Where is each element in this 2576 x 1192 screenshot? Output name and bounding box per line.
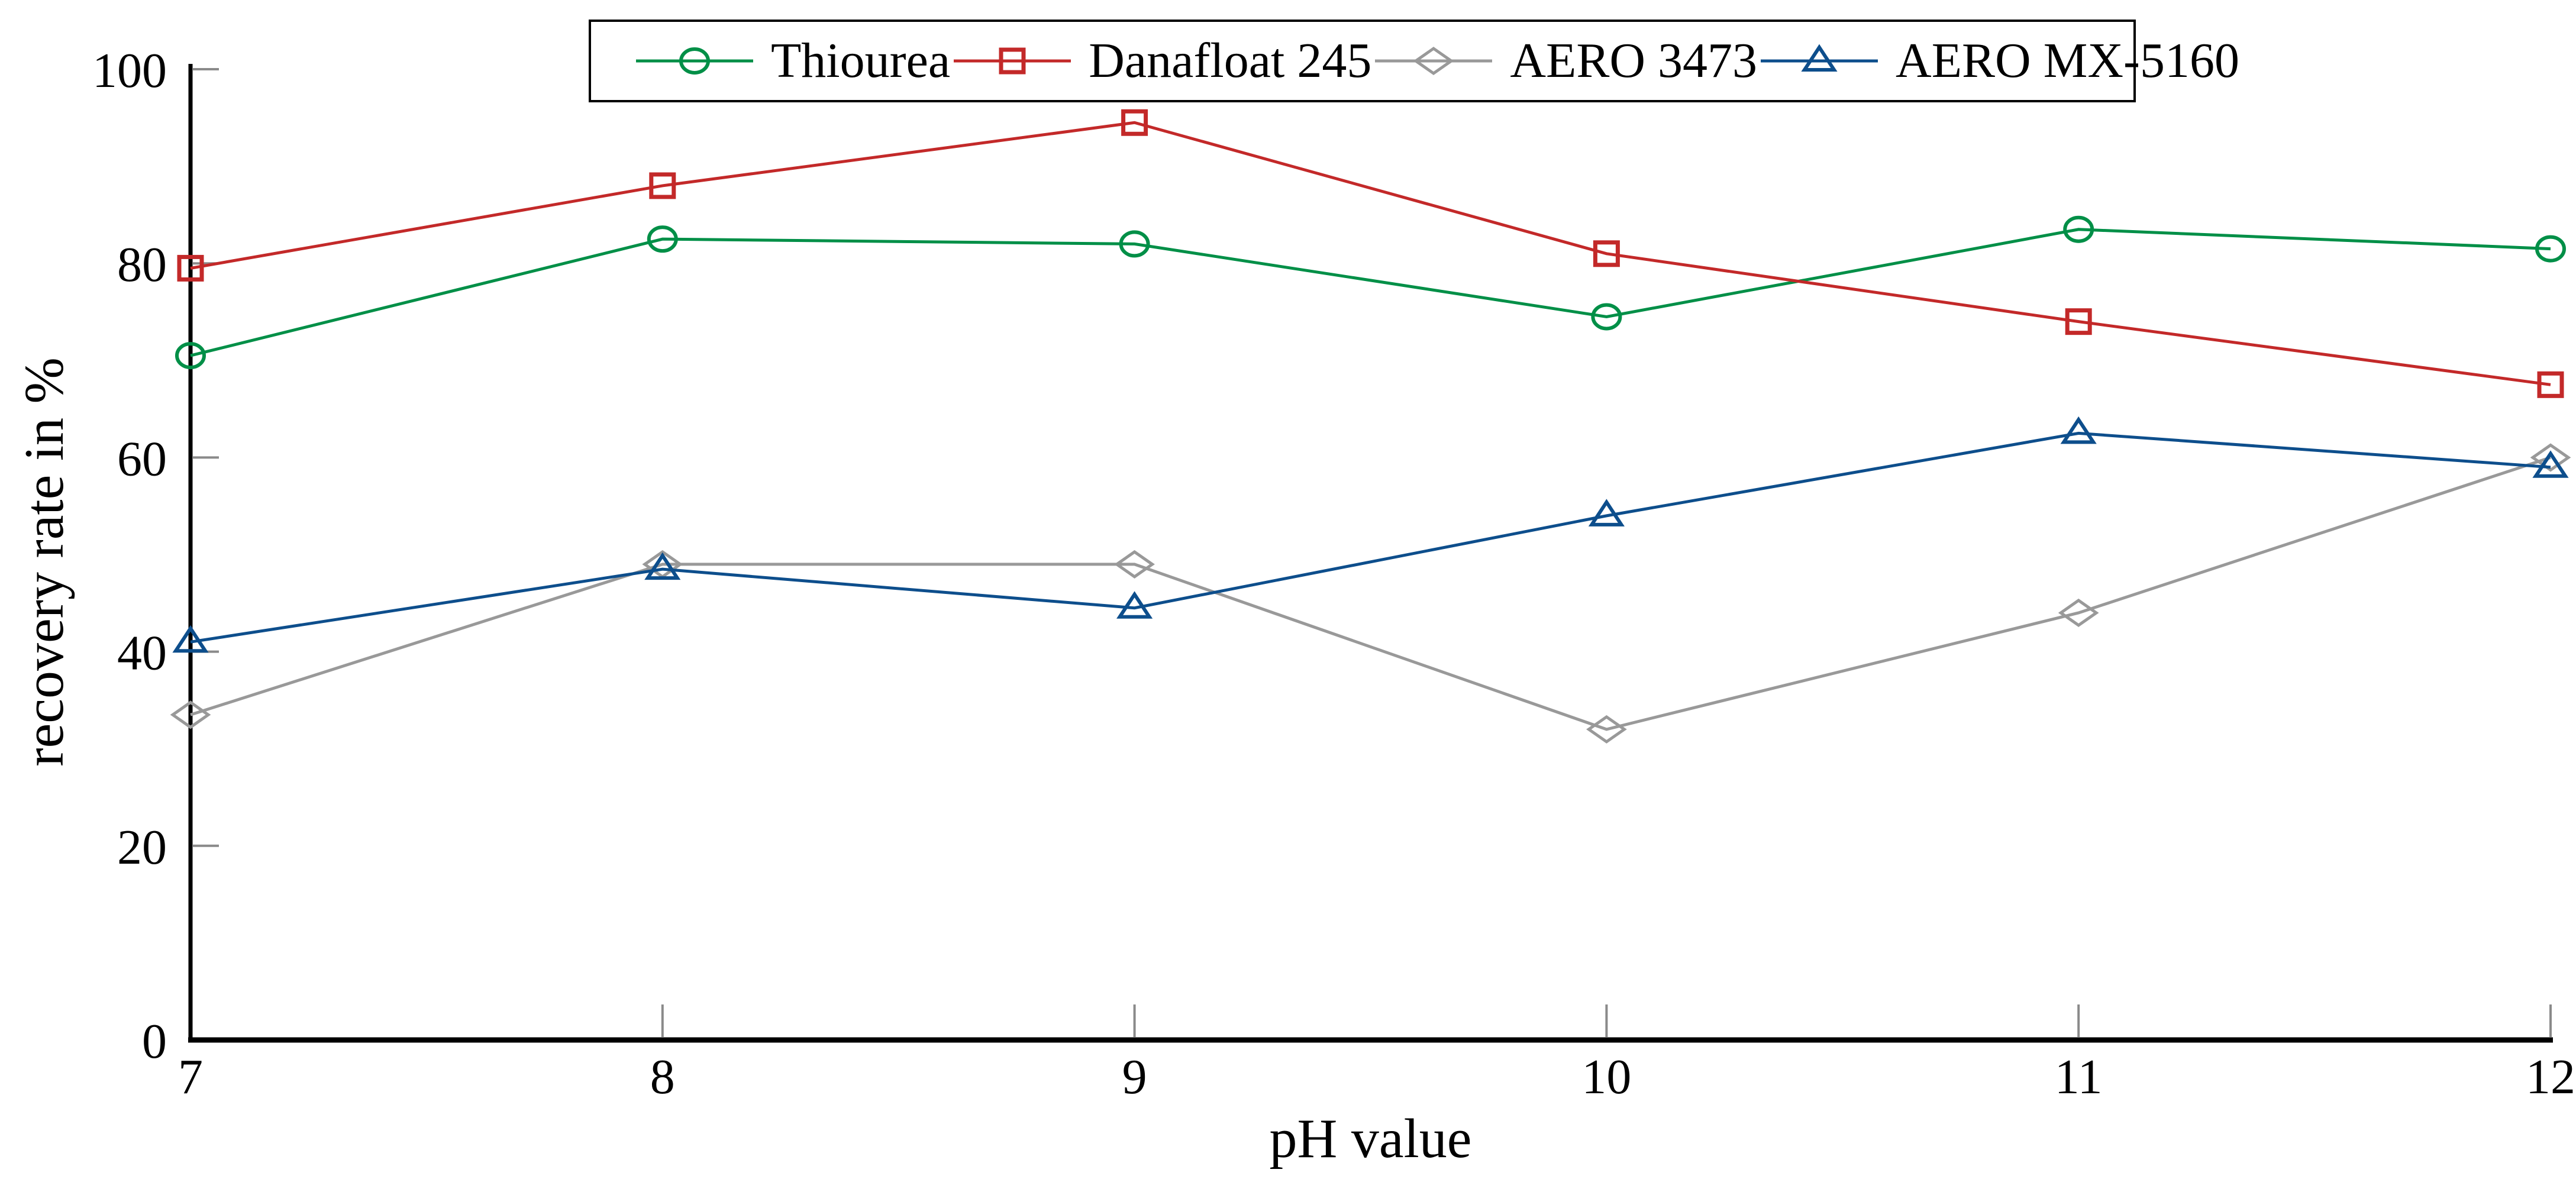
legend-item-aero-mx-5160: AERO MX-5160 <box>1757 31 2239 91</box>
diamond-marker-icon <box>170 700 211 729</box>
y-tick-label: 40 <box>117 626 167 681</box>
series-danafloat-245 <box>177 109 2564 398</box>
triangle-up-marker-icon <box>1801 44 1838 72</box>
diamond-marker-icon <box>1413 46 1454 76</box>
x-tick-label: 11 <box>2055 1049 2103 1104</box>
series-line <box>190 456 2551 731</box>
triangle-up-marker-icon <box>1116 591 1153 619</box>
y-axis-title: recovery rate in % <box>14 357 75 767</box>
triangle-up-marker-icon <box>2532 450 2569 478</box>
circle-marker-icon <box>2535 235 2566 263</box>
square-marker-icon <box>177 254 204 282</box>
circle-marker-icon <box>647 225 678 253</box>
diamond-marker-icon <box>2530 443 2571 472</box>
diamond-marker-icon <box>1586 715 1627 744</box>
circle-marker-icon <box>1591 303 1622 331</box>
legend: Thiourea Danafloat 245 AERO 3473 AERO MX… <box>589 20 2239 102</box>
legend-item-aero-3473: AERO 3473 <box>1371 31 1757 91</box>
circle-marker-icon <box>175 342 206 370</box>
series-aero-mx-5160 <box>172 416 2569 653</box>
circle-marker-icon <box>679 47 710 75</box>
triangle-up-marker-icon <box>644 552 681 580</box>
square-marker-icon <box>999 47 1026 75</box>
legend-label: Danafloat 245 <box>1089 33 1372 88</box>
series-line <box>190 431 2551 644</box>
y-tick-label: 80 <box>117 237 167 292</box>
y-tick-label: 20 <box>117 820 167 875</box>
y-tick-label: 0 <box>142 1014 167 1069</box>
legend-label: Thiourea <box>771 33 951 88</box>
circle-marker-icon <box>2063 215 2094 243</box>
axes: 0 20 40 60 80 100 7 8 9 10 11 12 <box>92 43 2575 1104</box>
diamond-marker-icon <box>2058 598 2099 628</box>
legend-item-thiourea: Thiourea <box>632 31 950 91</box>
diamond-marker-icon <box>1114 550 1155 579</box>
x-axis-title: pH value <box>1269 1108 1472 1170</box>
x-tick-label: 7 <box>178 1049 203 1104</box>
circle-marker-icon <box>636 47 753 75</box>
series-line <box>190 228 2551 357</box>
y-tick-label: 60 <box>117 431 167 486</box>
square-marker-icon <box>1593 240 1620 267</box>
x-tick-label: 10 <box>1581 1049 1631 1104</box>
square-marker-icon <box>649 172 676 199</box>
series-thiourea <box>175 215 2566 370</box>
x-tick-label: 9 <box>1122 1049 1147 1104</box>
legend-label: AERO MX-5160 <box>1896 33 2240 88</box>
legend-label: AERO 3473 <box>1510 33 1758 88</box>
legend-item-danafloat-245: Danafloat 245 <box>950 31 1371 91</box>
square-marker-icon <box>2065 308 2092 335</box>
diamond-marker-icon <box>1375 46 1493 76</box>
triangle-marker-icon <box>1761 44 1878 72</box>
series-line <box>190 121 2551 386</box>
circle-marker-icon <box>1119 230 1150 258</box>
triangle-up-marker-icon <box>172 625 209 653</box>
series-aero-3473 <box>170 443 2571 744</box>
x-tick-label: 8 <box>650 1049 675 1104</box>
square-marker-icon <box>1121 109 1148 136</box>
square-marker-icon <box>954 47 1071 75</box>
square-marker-icon <box>2537 371 2564 398</box>
x-tick-label: 12 <box>2526 1049 2575 1104</box>
y-tick-label: 100 <box>92 43 167 98</box>
triangle-up-marker-icon <box>1588 499 1625 526</box>
triangle-up-marker-icon <box>2060 416 2097 444</box>
